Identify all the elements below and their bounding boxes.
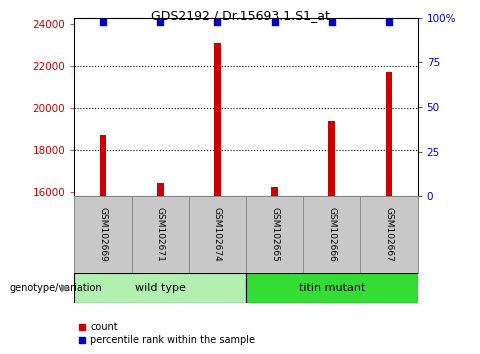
Bar — [157, 183, 164, 354]
Bar — [74, 196, 132, 273]
Point — [214, 19, 221, 25]
Point — [271, 19, 278, 25]
Bar — [99, 136, 107, 354]
Text: GSM102669: GSM102669 — [98, 207, 108, 262]
Bar — [246, 196, 303, 273]
Bar — [74, 273, 246, 303]
Text: GSM102674: GSM102674 — [213, 207, 222, 262]
Bar — [360, 196, 418, 273]
Text: GSM102665: GSM102665 — [270, 207, 279, 262]
Bar — [385, 72, 393, 354]
Text: GSM102666: GSM102666 — [327, 207, 336, 262]
Point — [385, 19, 393, 25]
Text: GSM102667: GSM102667 — [384, 207, 394, 262]
Bar — [303, 196, 360, 273]
Bar — [214, 43, 221, 354]
Point — [156, 19, 164, 25]
Text: genotype/variation: genotype/variation — [10, 282, 102, 293]
Bar — [189, 196, 246, 273]
Text: ▶: ▶ — [61, 282, 70, 293]
Bar — [246, 273, 418, 303]
Legend: count, percentile rank within the sample: count, percentile rank within the sample — [74, 319, 259, 349]
Bar — [132, 196, 189, 273]
Point — [328, 19, 336, 25]
Bar — [271, 187, 278, 354]
Text: GSM102671: GSM102671 — [156, 207, 165, 262]
Point — [99, 19, 107, 25]
Text: GDS2192 / Dr.15693.1.S1_at: GDS2192 / Dr.15693.1.S1_at — [151, 9, 329, 22]
Text: titin mutant: titin mutant — [299, 282, 365, 293]
Text: wild type: wild type — [135, 282, 186, 293]
Bar — [328, 121, 335, 354]
